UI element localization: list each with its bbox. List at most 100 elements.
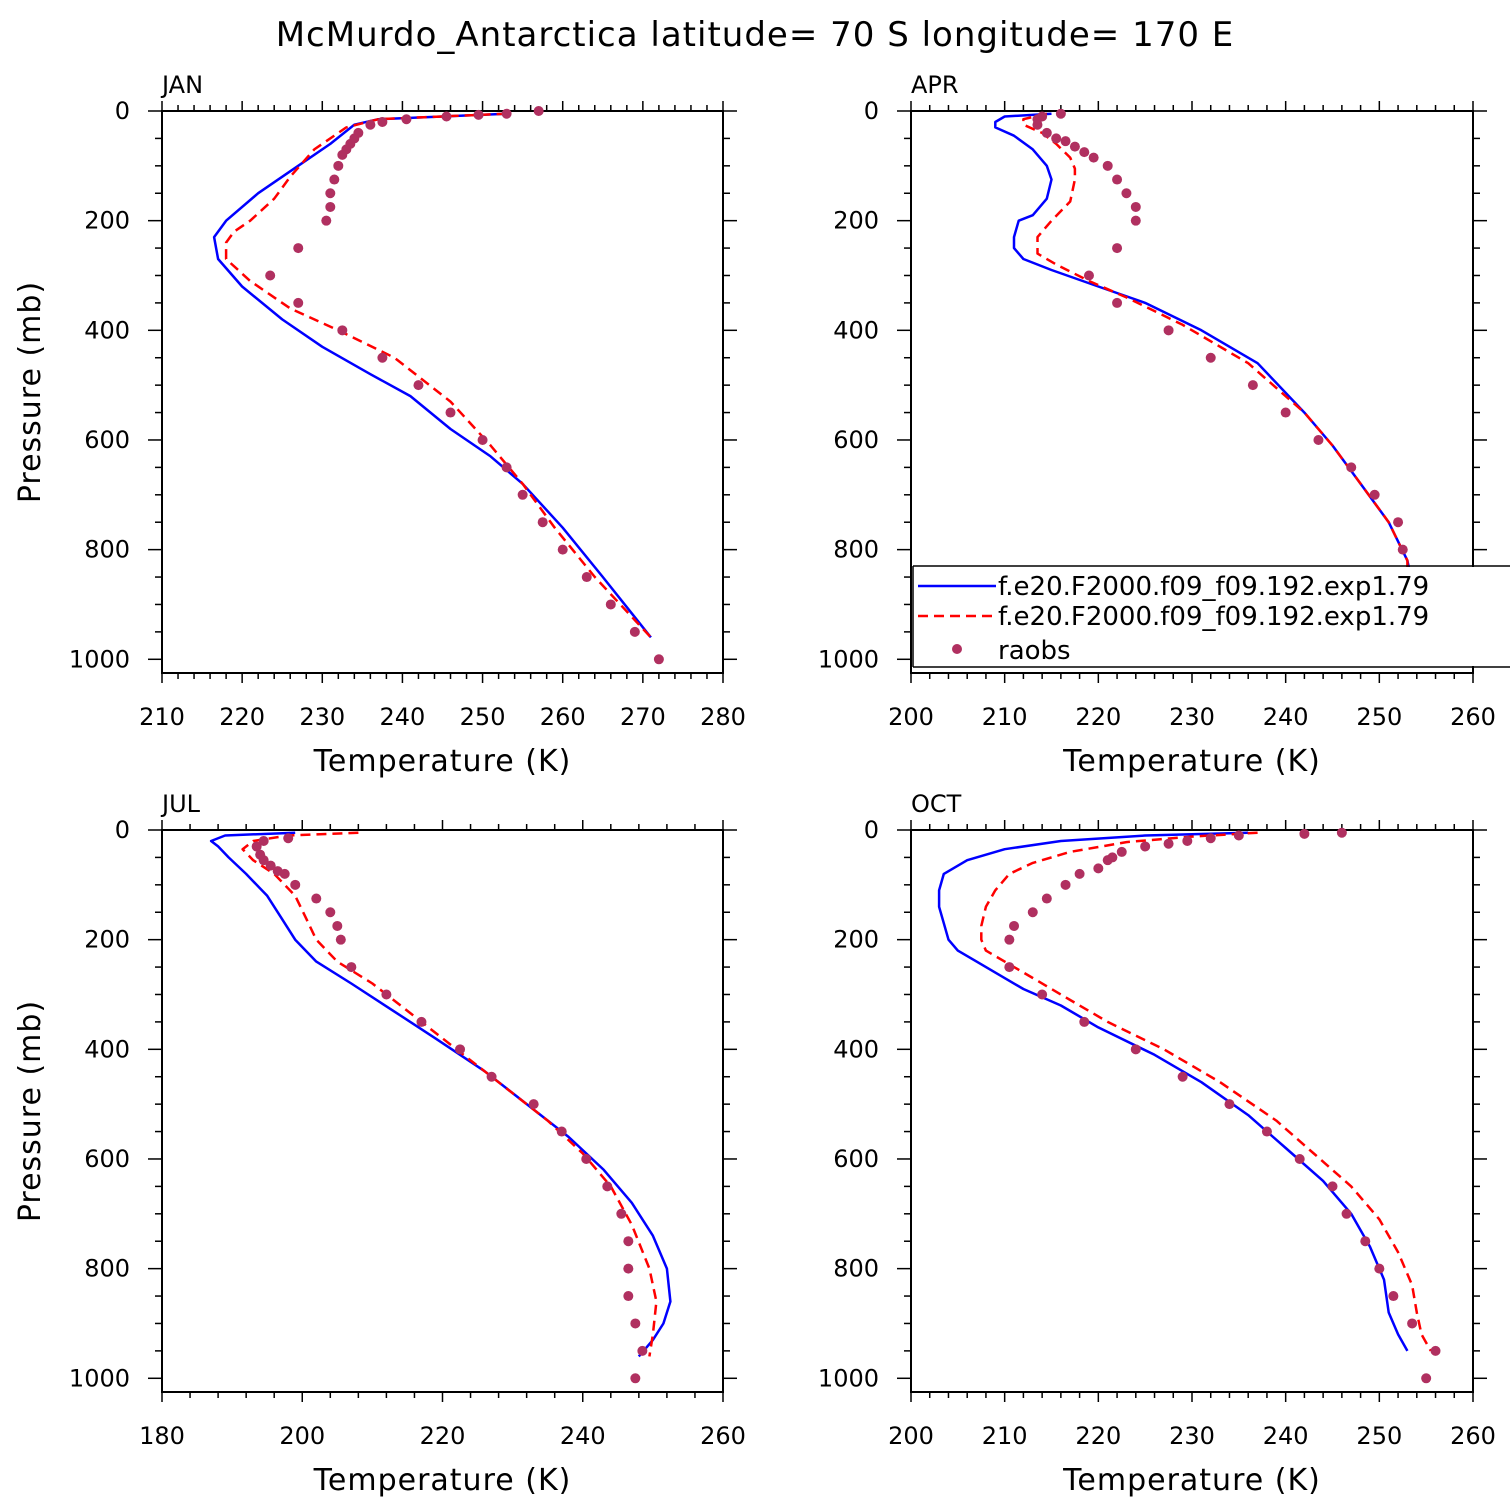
raobs-point — [1140, 841, 1151, 852]
y-tick-label: 400 — [84, 316, 130, 344]
y-tick-label: 0 — [864, 97, 879, 125]
raobs-point — [1430, 1345, 1441, 1356]
x-tick-label: 240 — [1263, 1422, 1309, 1450]
raobs-point — [381, 989, 392, 1000]
raobs-point — [325, 907, 336, 918]
raobs-point — [1299, 828, 1310, 839]
raobs-point — [346, 962, 357, 973]
y-tick-label: 0 — [115, 97, 130, 125]
x-tick-label: 280 — [700, 703, 746, 731]
x-tick-label: 210 — [139, 703, 185, 731]
y-tick-label: 800 — [84, 1255, 130, 1283]
raobs-point — [477, 434, 488, 445]
y-tick-label: 0 — [864, 816, 879, 844]
x-tick-label: 240 — [380, 703, 426, 731]
raobs-point — [1041, 893, 1052, 904]
raobs-point — [1182, 835, 1193, 846]
panel-label-apr: APR — [911, 71, 959, 99]
raobs-point — [1313, 434, 1324, 445]
x-axis-title: Temperature (K) — [313, 1463, 572, 1498]
raobs-point — [1388, 1291, 1399, 1302]
x-tick-label: 250 — [460, 703, 506, 731]
x-tick-label: 260 — [700, 1422, 746, 1450]
x-axis-title: Temperature (K) — [313, 744, 572, 779]
panel-jan: 210 220 230 240 250 260 270 280 0 200 400 600 800 100… — [13, 71, 746, 779]
raobs-point — [1280, 407, 1291, 418]
panel-oct: 200 210 220 230 240 250 260 0 200 400 600 800 1000 OC… — [818, 790, 1496, 1498]
y-tick-label: 200 — [84, 926, 130, 954]
x-tick-label: 230 — [299, 703, 345, 731]
x-tick-label: 250 — [1356, 1422, 1402, 1450]
raobs-point — [1163, 838, 1174, 849]
raobs-point — [1393, 517, 1404, 528]
raobs-point — [1112, 243, 1123, 254]
raobs-point — [1074, 868, 1085, 879]
raobs-point — [1079, 147, 1090, 158]
raobs-point — [630, 1318, 641, 1329]
y-tick-label: 200 — [833, 926, 879, 954]
y-tick-label: 200 — [84, 207, 130, 235]
raobs-point — [1112, 297, 1123, 308]
raobs-point — [1346, 462, 1357, 473]
raobs-point — [501, 462, 512, 473]
raobs-point — [1294, 1153, 1305, 1164]
raobs-point — [265, 860, 276, 871]
raobs-point — [473, 109, 484, 120]
raobs-point — [1247, 380, 1258, 391]
series-line-blue-solid — [209, 831, 672, 1358]
y-tick-label: 400 — [84, 1035, 130, 1063]
x-tick-label: 200 — [888, 703, 934, 731]
raobs-point — [605, 599, 616, 610]
raobs-point — [413, 380, 424, 391]
raobs-point — [1041, 127, 1052, 138]
raobs-point — [251, 841, 262, 852]
x-tick-label: 180 — [139, 1422, 185, 1450]
panel-label-jul: JUL — [160, 790, 201, 818]
raobs-point — [1004, 934, 1015, 945]
x-tick-label: 220 — [1075, 703, 1121, 731]
raobs-point — [537, 517, 548, 528]
x-tick-label: 200 — [279, 1422, 325, 1450]
y-tick-label: 800 — [833, 1255, 879, 1283]
figure-title: McMurdo_Antarctica latitude= 70 S longit… — [276, 15, 1235, 55]
x-tick-label: 270 — [620, 703, 666, 731]
raobs-point — [1083, 270, 1094, 281]
raobs-point — [258, 855, 269, 866]
raobs-point — [517, 489, 528, 500]
plot-frame-jan — [161, 110, 724, 674]
raobs-point — [623, 1236, 634, 1247]
raobs-point — [1093, 863, 1104, 874]
raobs-point — [602, 1181, 613, 1192]
raobs-point — [377, 116, 388, 127]
raobs-point — [1205, 833, 1216, 844]
y-axis-title: Pressure (mb) — [13, 1000, 48, 1222]
raobs-point — [1130, 215, 1141, 226]
raobs-point — [1407, 1318, 1418, 1329]
y-tick-label: 600 — [84, 1145, 130, 1173]
raobs-point — [365, 119, 376, 130]
x-tick-label: 230 — [1169, 703, 1215, 731]
raobs-point — [1060, 879, 1071, 890]
panel-label-jan: JAN — [160, 71, 203, 99]
x-tick-label: 200 — [888, 1422, 934, 1450]
raobs-point — [501, 108, 512, 119]
legend-label: f.e20.F2000.f09_f09.192.exp1.79 — [998, 572, 1429, 602]
raobs-point — [337, 149, 348, 160]
x-tick-label: 230 — [1169, 1422, 1215, 1450]
raobs-point — [486, 1071, 497, 1082]
raobs-point — [528, 1099, 539, 1110]
raobs-point — [1130, 201, 1141, 212]
raobs-point — [293, 243, 304, 254]
raobs-point — [630, 1373, 641, 1384]
x-tick-label: 220 — [219, 703, 265, 731]
y-tick-label: 400 — [833, 1035, 879, 1063]
legend: f.e20.F2000.f09_f09.192.exp1.79f.e20.F20… — [912, 565, 1510, 668]
y-tick-label: 0 — [115, 816, 130, 844]
y-tick-label: 200 — [833, 207, 879, 235]
series-line-blue-solid — [994, 112, 1437, 639]
raobs-point — [581, 572, 592, 583]
y-axis-title: Pressure (mb) — [13, 281, 48, 503]
x-tick-label: 220 — [420, 1422, 466, 1450]
raobs-point — [1004, 962, 1015, 973]
